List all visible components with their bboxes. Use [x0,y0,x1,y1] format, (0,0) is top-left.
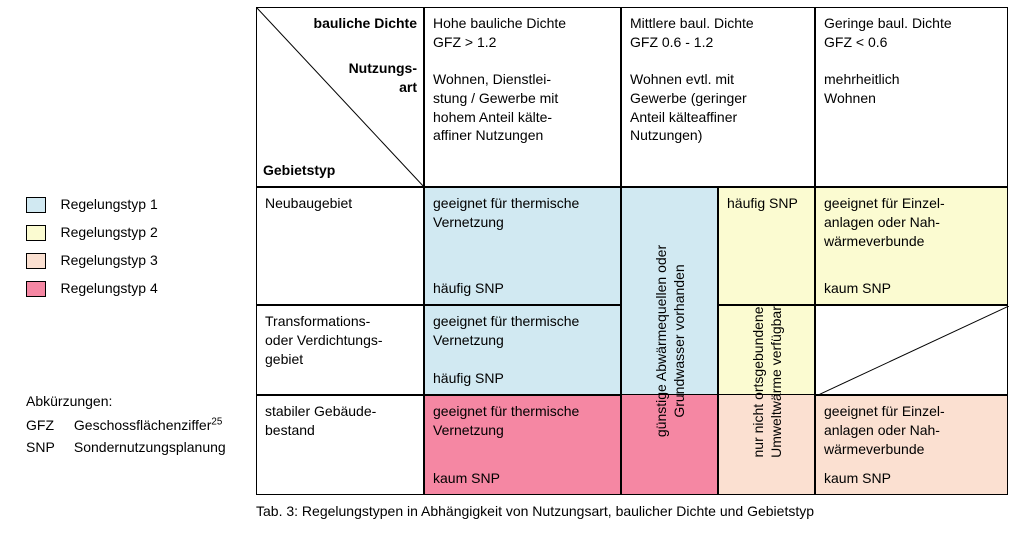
row-text: Transformations- [265,312,415,331]
legend-item: Regelungstyp 3 [26,251,246,270]
cell-text: geeignet für Einzel- [824,402,999,421]
abbrev-val: Geschossflächenziffer25 [74,417,222,433]
cell-text: wärmeverbunde [824,232,999,251]
hdr-text: mehrheitlich [824,70,999,89]
row-1-label: Neubaugebiet [256,187,424,305]
cell-r1-c3: geeignet für Einzel- anlagen oder Nah- w… [815,187,1008,305]
cell-text: häufig SNP [433,279,504,298]
cell-text: wärmeverbunde [824,440,999,459]
legend-swatch-1 [26,197,46,213]
abbrev-key: GFZ [26,416,70,435]
legend-label: Regelungstyp 4 [60,280,157,296]
cell-text: Vernetzung [433,331,612,350]
row-3-label: stabiler Gebäude- bestand [256,395,424,495]
cell-umwelt-lower [718,395,815,495]
hdr-text: Mittlere baul. Dichte [630,14,806,33]
row-text: oder Verdichtungs- [265,331,415,350]
legend-item: Regelungstyp 1 [26,195,246,214]
legend-item: Regelungstyp 4 [26,279,246,298]
header-col-1: Hohe bauliche Dichte GFZ > 1.2 Wohnen, D… [424,7,621,187]
legend-label: Regelungstyp 3 [60,252,157,268]
cell-text: geeignet für Einzel- [824,194,999,213]
hdr-text: Hohe bauliche Dichte [433,14,612,33]
cell-umwelt-upper [718,305,815,395]
hdr-text: hohem Anteil kälte- [433,108,612,127]
abbrev-title: Abkürzungen: [26,392,256,411]
cell-r1-c2b: häufig SNP [718,187,815,305]
diagonal-line-icon [816,306,1009,396]
legend-label: Regelungstyp 2 [60,224,157,240]
cell-abwaerme-lower [621,395,718,495]
cell-abwaerme-upper [621,187,718,395]
abbrev-val: Sondernutzungsplanung [74,439,226,455]
abbrev-key: SNP [26,438,70,457]
legend-label: Regelungstyp 1 [60,196,157,212]
cell-r2-c1: geeignet für thermische Vernetzung häufi… [424,305,621,395]
cell-text: häufig SNP [727,194,806,213]
hdr-text: Gewerbe (geringer [630,89,806,108]
hdr-text: GFZ < 0.6 [824,33,999,52]
row-2-label: Transformations- oder Verdichtungs- gebi… [256,305,424,395]
header-col-2: Mittlere baul. Dichte GFZ 0.6 - 1.2 Wohn… [621,7,815,187]
hdr-text: affiner Nutzungen [433,126,612,145]
cell-text: anlagen oder Nah- [824,213,999,232]
abbreviations: Abkürzungen: GFZ Geschossflächenziffer25… [26,392,256,457]
cell-r1-c1: geeignet für thermische Vernetzung häufi… [424,187,621,305]
cell-text: geeignet für thermische [433,194,612,213]
hdr-text: stung / Gewerbe mit [433,89,612,108]
cell-text: anlagen oder Nah- [824,421,999,440]
hdr-text: GFZ > 1.2 [433,33,612,52]
legend: Regelungstyp 1 Regelungstyp 2 Regelungst… [26,195,246,307]
row-text: bestand [265,421,415,440]
cell-text: kaum SNP [824,279,891,298]
diagonal-line-icon [257,8,425,188]
header-corner-cell: bauliche Dichte Nutzungs- art Gebietstyp [256,7,424,187]
row-text: stabiler Gebäude- [265,402,415,421]
hdr-text: GFZ 0.6 - 1.2 [630,33,806,52]
caption: Tab. 3: Regelungstypen in Abhängigkeit v… [256,502,814,521]
abbrev-line: SNP Sondernutzungsplanung [26,438,256,457]
hdr-text: Geringe baul. Dichte [824,14,999,33]
row-text: gebiet [265,350,415,369]
hdr-text: Wohnen, Dienstlei- [433,70,612,89]
cell-r3-c1: geeignet für thermische Vernetzung kaum … [424,395,621,495]
hdr-text: Wohnen evtl. mit [630,70,806,89]
legend-swatch-3 [26,253,46,269]
cell-text: kaum SNP [433,469,500,488]
abbrev-line: GFZ Geschossflächenziffer25 [26,415,256,435]
cell-text: kaum SNP [824,469,891,488]
cell-text: häufig SNP [433,369,504,388]
cell-text: Vernetzung [433,421,612,440]
header-col-3: Geringe baul. Dichte GFZ < 0.6 mehrheitl… [815,7,1008,187]
cell-r3-c3: geeignet für Einzel- anlagen oder Nah- w… [815,395,1008,495]
cell-text: Vernetzung [433,213,612,232]
hdr-text: Anteil kälteaffiner [630,108,806,127]
hdr-text: Nutzungen) [630,126,806,145]
cell-r2-c3 [815,305,1008,395]
cell-text: geeignet für thermische [433,402,612,421]
cell-text: geeignet für thermische [433,312,612,331]
hdr-text: Wohnen [824,89,999,108]
legend-item: Regelungstyp 2 [26,223,246,242]
legend-swatch-4 [26,281,46,297]
legend-swatch-2 [26,225,46,241]
